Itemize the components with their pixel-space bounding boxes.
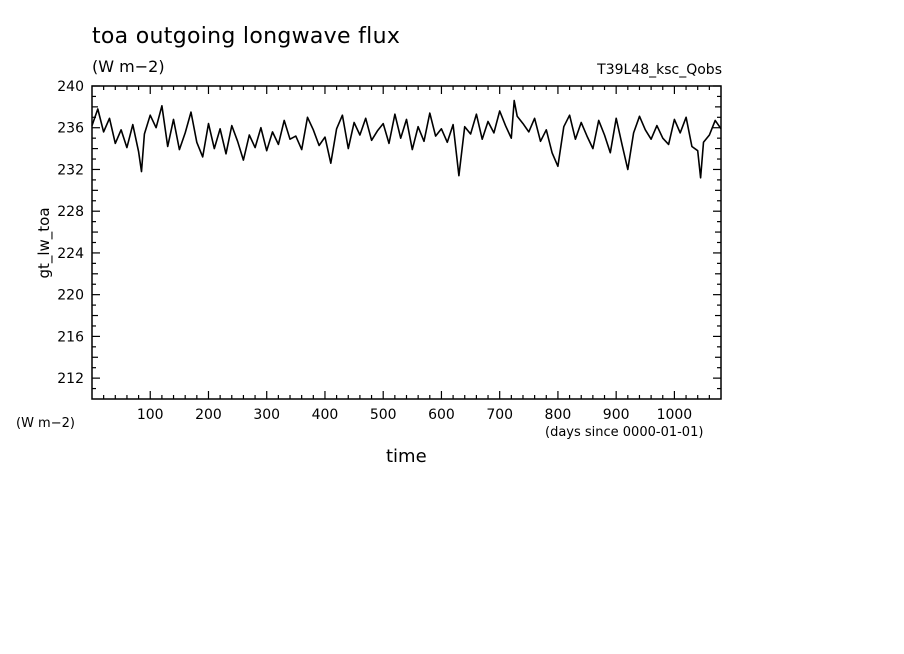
- x-tick-label: 100: [137, 407, 164, 423]
- y-tick-label: 236: [57, 121, 84, 137]
- y-tick-label: 216: [57, 329, 84, 345]
- x-tick-label: 500: [370, 407, 397, 423]
- y-tick-label: 220: [57, 288, 84, 304]
- x-axis-units: (days since 0000-01-01): [545, 425, 704, 440]
- series-line: [91, 99, 722, 179]
- experiment-label: T39L48_ksc_Qobs: [597, 62, 722, 78]
- y-tick-label: 224: [57, 246, 84, 262]
- tick-labels: 100 200 300 400 500 600 700 800 900 1000 212 216 220…: [57, 79, 692, 423]
- chart-subtitle: (W m−2): [92, 57, 165, 76]
- y-tick-label: 228: [57, 204, 84, 220]
- x-tick-label: 300: [253, 407, 280, 423]
- x-tick-label: 200: [195, 407, 222, 423]
- x-tick-label: 700: [486, 407, 513, 423]
- y-tick-label: 232: [57, 162, 84, 178]
- y-axis-units: (W m−2): [16, 416, 75, 431]
- x-tick-label: 1000: [657, 407, 693, 423]
- axis-ticks: [92, 85, 721, 399]
- y-tick-label: 212: [57, 371, 84, 387]
- x-tick-label: 600: [428, 407, 455, 423]
- y-tick-label: 240: [57, 79, 84, 95]
- plot-frame: [91, 85, 722, 400]
- chart-title: toa outgoing longwave flux: [92, 24, 401, 49]
- x-tick-label: 800: [545, 407, 572, 423]
- x-tick-label: 900: [603, 407, 630, 423]
- x-tick-label: 400: [312, 407, 339, 423]
- x-axis-label: time: [386, 446, 427, 467]
